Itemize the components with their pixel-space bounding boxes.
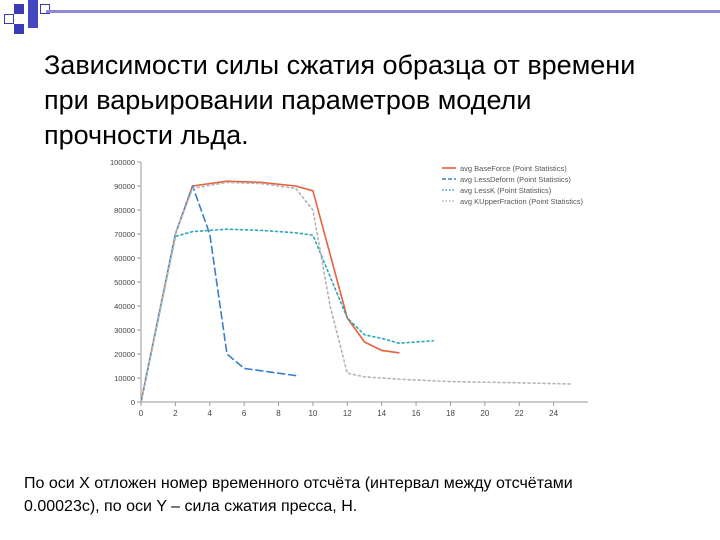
x-tick-label: 22	[515, 409, 524, 418]
y-tick-label: 60000	[114, 254, 135, 263]
legend-label: avg KUpperFraction (Point Statistics)	[460, 197, 583, 206]
x-tick-label: 4	[208, 409, 213, 418]
y-tick-label: 40000	[114, 302, 135, 311]
x-tick-label: 24	[549, 409, 558, 418]
decor-square	[14, 4, 24, 14]
y-tick-label: 90000	[114, 182, 135, 191]
x-tick-label: 10	[308, 409, 317, 418]
caption-line: 0.00023с), по оси Y – сила сжатия пресса…	[24, 498, 358, 515]
x-tick-label: 0	[139, 409, 144, 418]
legend-label: avg LessK (Point Statistics)	[460, 186, 552, 195]
x-tick-label: 16	[412, 409, 421, 418]
legend-label: avg LessDeform (Point Statistics)	[460, 175, 571, 184]
x-tick-label: 18	[446, 409, 455, 418]
x-tick-label: 20	[480, 409, 489, 418]
y-tick-label: 70000	[114, 230, 135, 239]
title-line: прочности льда.	[44, 120, 249, 150]
decor-square	[14, 24, 24, 34]
y-tick-label: 10000	[114, 374, 135, 383]
decor-square	[40, 4, 50, 14]
x-tick-label: 12	[343, 409, 352, 418]
legend-label: avg BaseForce (Point Statistics)	[460, 164, 567, 173]
series-line	[140, 228, 435, 403]
decor-square	[4, 14, 14, 24]
series-line	[140, 181, 572, 403]
y-tick-label: 100000	[110, 158, 135, 167]
y-tick-label: 20000	[114, 350, 135, 359]
y-tick-label: 30000	[114, 326, 135, 335]
y-tick-label: 80000	[114, 206, 135, 215]
series-line	[140, 185, 297, 403]
x-tick-label: 14	[377, 409, 386, 418]
y-tick-label: 50000	[114, 278, 135, 287]
decor-bar	[28, 0, 38, 28]
title-line: при варьировании параметров модели	[44, 85, 532, 115]
x-tick-label: 6	[242, 409, 247, 418]
slide-title: Зависимости силы сжатия образца от време…	[44, 48, 684, 153]
title-line: Зависимости силы сжатия образца от време…	[44, 50, 636, 80]
caption-line: По оси X отложен номер временного отсчёт…	[24, 475, 573, 492]
series-line	[140, 180, 400, 403]
decor-rule	[46, 10, 720, 13]
slide-caption: По оси X отложен номер временного отсчёт…	[24, 472, 704, 518]
x-tick-label: 8	[276, 409, 281, 418]
x-tick-label: 2	[173, 409, 178, 418]
y-tick-label: 0	[131, 398, 135, 407]
